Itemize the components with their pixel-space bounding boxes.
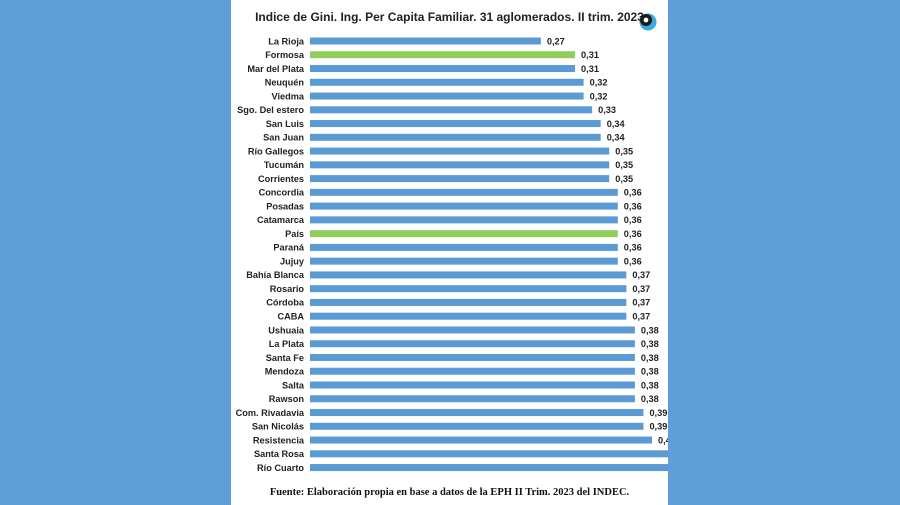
value-label: 0,38 — [641, 380, 659, 390]
category-label: CABA — [277, 312, 304, 322]
value-label: 0,38 — [641, 394, 659, 404]
bar — [310, 78, 584, 86]
chart-panel: Indice de Gini. Ing. Per Capita Familiar… — [231, 0, 668, 505]
bar — [310, 395, 635, 403]
category-label: Río Gallegos — [248, 146, 304, 156]
bar — [310, 436, 652, 444]
bar — [310, 175, 610, 183]
bar — [310, 271, 627, 279]
value-label: 0,37 — [632, 284, 650, 294]
value-label: 0,32 — [590, 78, 608, 88]
bar — [310, 353, 635, 361]
category-label: Tucumán — [264, 160, 305, 170]
category-label: Catamarca — [257, 215, 305, 225]
chart-title: Indice de Gini. Ing. Per Capita Familiar… — [255, 10, 644, 24]
category-label: Mendoza — [265, 367, 305, 377]
category-label: San Luis — [266, 119, 304, 129]
category-label: Salta — [282, 380, 305, 390]
perfil-logo-icon — [639, 13, 657, 31]
value-label: 0,27 — [547, 36, 565, 46]
bar — [310, 367, 635, 375]
bar-chart: La Rioja 0,27 Formosa 0,31 Mar del Plata 0,31… — [236, 36, 668, 473]
bar — [310, 230, 618, 238]
value-label: 0,33 — [598, 105, 616, 115]
value-label: 0,38 — [641, 339, 659, 349]
bar — [310, 120, 601, 128]
value-label: 0,34 — [607, 133, 626, 143]
category-label: Bahía Blanca — [246, 270, 305, 280]
bar — [310, 450, 668, 458]
bar — [310, 216, 618, 224]
value-label: 0,31 — [581, 64, 599, 74]
bar — [310, 298, 627, 306]
bar — [310, 147, 610, 155]
value-label: 0,37 — [632, 312, 650, 322]
category-label: Resistencia — [253, 435, 305, 445]
value-label: 0,38 — [641, 325, 659, 335]
category-label: Posadas — [266, 201, 304, 211]
bar — [310, 257, 618, 265]
bar — [310, 188, 618, 196]
value-label: 0,36 — [624, 229, 642, 239]
category-label: Santa Rosa — [254, 449, 305, 459]
category-label: Neuquén — [265, 78, 305, 88]
category-label: Rosario — [270, 284, 305, 294]
value-label: 0,35 — [615, 146, 633, 156]
category-label: Ushuaia — [268, 325, 305, 335]
bar — [310, 312, 627, 320]
value-label: 0,35 — [615, 160, 633, 170]
category-label: País — [285, 229, 304, 239]
value-label: 0,37 — [632, 270, 650, 280]
bar — [310, 65, 576, 73]
value-label: 0,36 — [624, 201, 642, 211]
bar — [310, 326, 635, 334]
bar — [310, 285, 627, 293]
category-label: San Nicolás — [252, 422, 304, 432]
category-label: Córdoba — [266, 298, 305, 308]
value-label: 0,31 — [581, 50, 599, 60]
value-label: 0,36 — [624, 256, 642, 266]
category-label: Corrientes — [258, 174, 304, 184]
category-label: Jujuy — [280, 256, 305, 266]
category-label: San Juan — [263, 133, 304, 143]
value-label: 0,40 — [658, 435, 668, 445]
category-label: Sgo. Del estero — [237, 105, 304, 115]
bar — [310, 381, 635, 389]
value-label: 0,35 — [615, 174, 633, 184]
bar — [310, 409, 644, 417]
category-label: Formosa — [265, 50, 305, 60]
value-label: 0,39 — [649, 422, 667, 432]
value-label: 0,32 — [590, 91, 608, 101]
value-label: 0,36 — [624, 188, 642, 198]
category-label: Viedma — [271, 91, 304, 101]
bar — [310, 422, 644, 430]
category-label: Rawson — [269, 394, 305, 404]
value-label: 0,37 — [632, 298, 650, 308]
bar — [310, 92, 584, 100]
category-label: Mar del Plata — [247, 64, 305, 74]
bar — [310, 37, 541, 45]
bar — [310, 202, 618, 210]
value-label: 0,39 — [649, 408, 667, 418]
category-label: Santa Fe — [266, 353, 304, 363]
category-label: La Plata — [269, 339, 305, 349]
bar — [310, 133, 601, 141]
value-label: 0,38 — [641, 353, 659, 363]
category-label: Com. Rivadavia — [236, 408, 305, 418]
category-label: Paraná — [273, 243, 305, 253]
value-label: 0,36 — [624, 243, 642, 253]
source-note: Fuente: Elaboración propia en base a dat… — [269, 487, 630, 498]
bar — [310, 340, 635, 348]
category-label: Río Cuarto — [257, 463, 304, 473]
value-label: 0,38 — [641, 367, 659, 377]
bar — [310, 51, 576, 59]
category-label: La Rioja — [268, 36, 305, 46]
value-label: 0,34 — [607, 119, 626, 129]
bar — [310, 161, 610, 169]
value-label: 0,36 — [624, 215, 642, 225]
category-label: Concordia — [259, 188, 305, 198]
bar — [310, 243, 618, 251]
bar — [310, 106, 593, 114]
bar — [310, 464, 668, 472]
